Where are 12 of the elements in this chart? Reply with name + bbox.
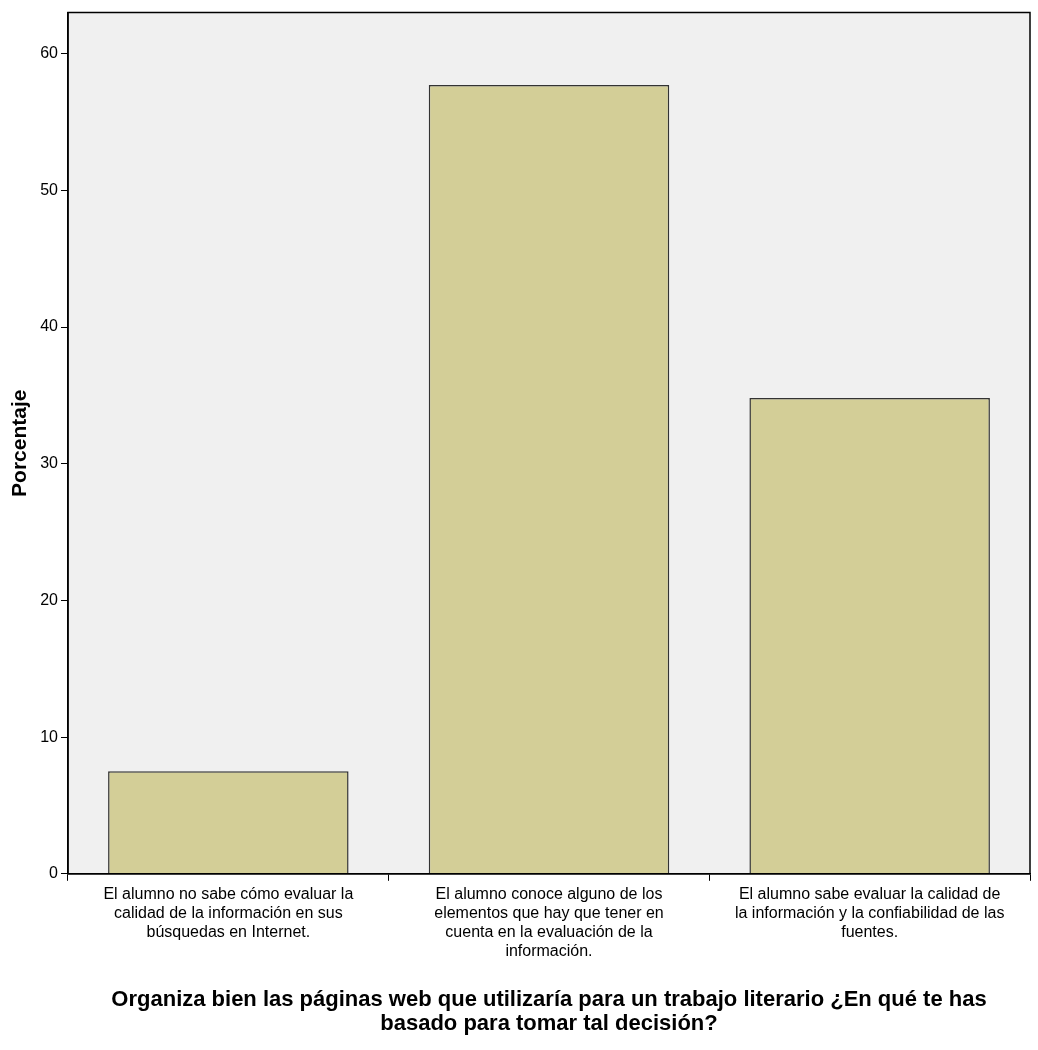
x-tick-label: El alumno conoce alguno de los elementos que hay que tener en cuenta en la evaluación de la información.: [434, 884, 664, 960]
y-axis-title: Porcentaje: [7, 389, 31, 497]
x-tick-label: El alumno sabe evaluar la calidad de la información y la confiabilidad de las fuentes.: [734, 884, 1005, 941]
x-tick-label: El alumno no sabe cómo evaluar la calidad de la información en sus búsquedas en Internet.: [103, 884, 354, 941]
y-tick-label: 60: [40, 44, 59, 62]
y-tick-label: 40: [40, 317, 59, 335]
y-tick-label: 10: [40, 727, 59, 745]
y-tick-label: 0: [49, 864, 59, 882]
y-tick-label: 20: [40, 590, 59, 608]
y-tick-label: 50: [40, 180, 59, 198]
x-axis-title: Organiza bien las páginas web que utilizaría para un trabajo literario ¿En qué te has basado para tomar tal decisión?: [111, 985, 987, 1035]
y-tick-label: 30: [40, 454, 59, 472]
